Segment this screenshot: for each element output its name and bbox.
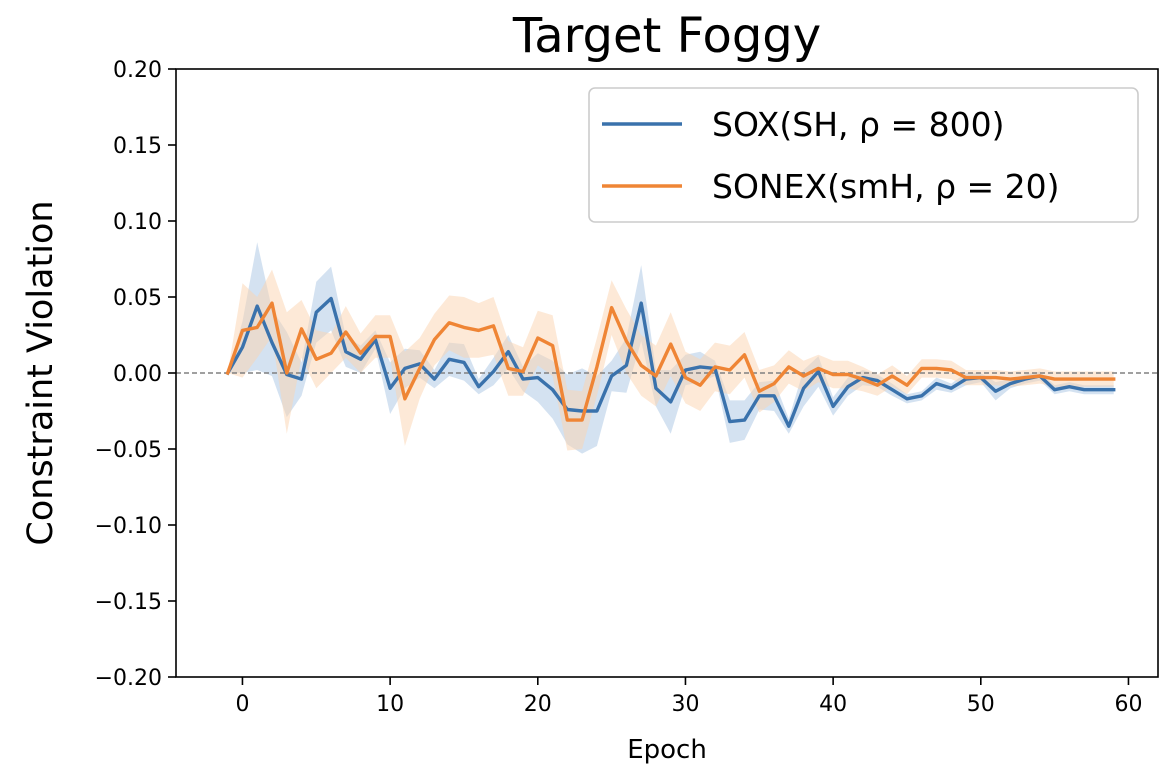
x-tick-label: 30	[671, 692, 699, 717]
y-tick-label: −0.10	[95, 514, 162, 539]
x-axis-ticks: 0 10 20 30 40 50 60	[235, 677, 1142, 717]
x-tick-label: 10	[376, 692, 404, 717]
y-axis-label: Constraint Violation	[21, 200, 61, 545]
y-tick-label: −0.15	[95, 590, 162, 615]
series-1-line	[225, 301, 1116, 422]
y-axis-ticks: −0.20 −0.15 −0.10 −0.05 0.00 0.05 0.10 0.15 0.20	[95, 58, 176, 691]
x-tick-label: 40	[819, 692, 847, 717]
x-tick-label: 20	[524, 692, 552, 717]
y-tick-label: 0.15	[113, 134, 162, 159]
legend-label-1: SONEX(smH, ρ = 20)	[712, 167, 1060, 206]
y-tick-label: 0.05	[113, 286, 162, 311]
x-tick-label: 0	[235, 692, 249, 717]
y-tick-label: 0.20	[113, 58, 162, 83]
series-0-band	[227, 242, 1114, 454]
series-1-band	[227, 269, 1114, 451]
legend: SOX(SH, ρ = 800) SONEX(smH, ρ = 20)	[588, 87, 1139, 223]
legend-label-0: SOX(SH, ρ = 800)	[712, 105, 1004, 144]
series-lines	[225, 296, 1116, 428]
y-tick-label: 0.00	[113, 362, 162, 387]
x-tick-label: 60	[1114, 692, 1142, 717]
x-axis-label: Epoch	[627, 735, 707, 765]
chart-title: Target Foggy	[512, 8, 821, 64]
y-tick-label: −0.20	[95, 666, 162, 691]
y-tick-label: −0.05	[95, 438, 162, 463]
x-tick-label: 50	[967, 692, 995, 717]
legend-box	[588, 87, 1139, 223]
y-tick-label: 0.10	[113, 210, 162, 235]
confidence-bands	[227, 242, 1114, 454]
